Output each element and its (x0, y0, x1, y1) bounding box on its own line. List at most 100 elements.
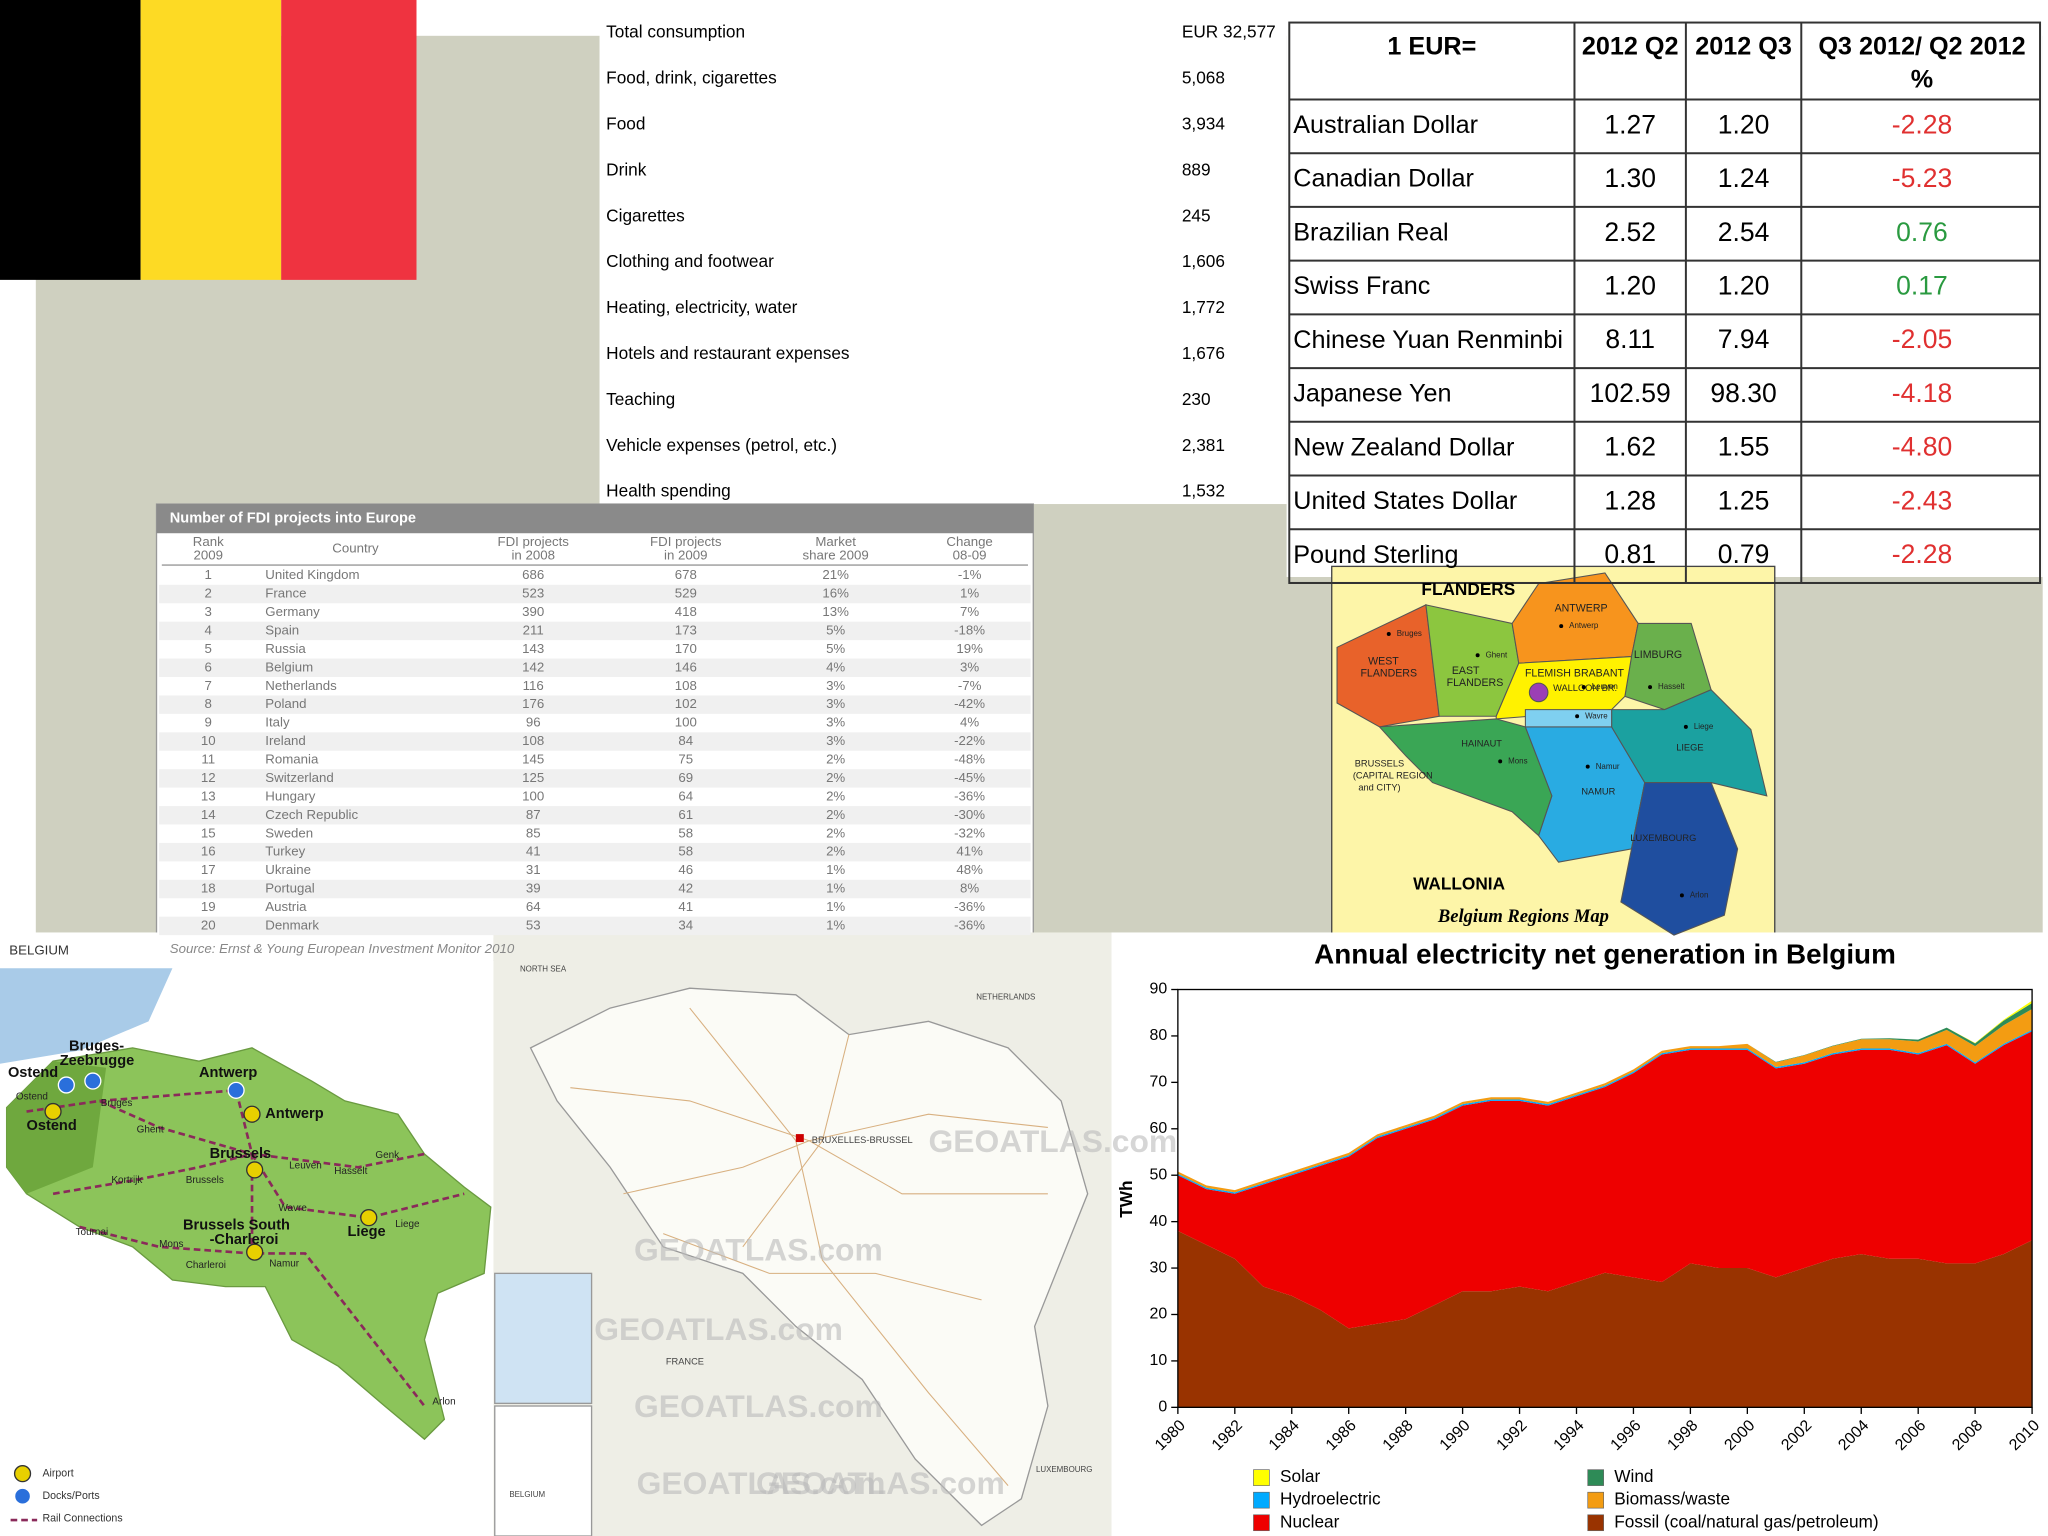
fdi-cell: 678 (675, 567, 697, 582)
fdi-cell: 143 (522, 641, 544, 656)
exchange-change: 0.17 (1896, 271, 1948, 301)
exchange-change: 0.76 (1896, 217, 1948, 247)
city-dot (1683, 724, 1688, 729)
exchange-q3: 1.25 (1718, 485, 1770, 515)
rail-label: Ostend (8, 1065, 58, 1081)
fdi-cell: Sweden (265, 825, 313, 840)
legend-swatch (1587, 1491, 1604, 1509)
y-tick-label: 0 (1158, 1399, 1167, 1416)
consumption-value: 1,676 (1182, 343, 1225, 363)
fdi-cell: -22% (954, 733, 985, 748)
fdi-cell: 18 (201, 881, 216, 896)
y-tick-label: 20 (1150, 1306, 1168, 1323)
rail-city: Liege (395, 1219, 420, 1230)
fdi-header: Country (332, 541, 379, 556)
fdi-cell: 108 (522, 733, 544, 748)
city-label: Leuven (1592, 682, 1618, 691)
fdi-cell: 64 (526, 899, 541, 914)
city-label: Wavre (1585, 711, 1608, 720)
rail-city: Namur (269, 1259, 300, 1270)
y-tick-label: 90 (1150, 981, 1168, 998)
fdi-cell: -36% (954, 917, 985, 932)
city-dot (1679, 893, 1684, 898)
fdi-cell: 10 (201, 733, 216, 748)
region-luxembourg (1620, 782, 1739, 936)
fdi-cell: 20 (201, 917, 216, 932)
exchange-q2: 0.81 (1604, 539, 1656, 569)
consumption-header-label: Total consumption (606, 22, 745, 42)
exchange-currency: Pound Sterling (1293, 541, 1458, 569)
fdi-source: Source: Ernst & Young European Investmen… (170, 941, 515, 956)
atlas-legend-box (494, 1405, 593, 1536)
fdi-cell: 176 (522, 696, 544, 711)
city-label: Ghent (1486, 650, 1508, 659)
fdi-cell: 170 (675, 641, 697, 656)
fdi-cell: 69 (678, 770, 693, 785)
fdi-cell: Poland (265, 696, 306, 711)
region-label: WALLONIA (1413, 873, 1505, 893)
fdi-cell: Italy (265, 715, 290, 730)
fdi-cell: 1% (826, 862, 845, 877)
exchange-currency: United States Dollar (1293, 487, 1517, 515)
fdi-header: FDI projects (650, 534, 722, 549)
consumption-value: 245 (1182, 205, 1211, 225)
rail-label: Bruges- (69, 1038, 124, 1054)
rail-line (52, 1152, 253, 1196)
atlas-label: NETHERLANDS (976, 993, 1035, 1002)
capital-marker (795, 1134, 804, 1143)
legend-airport-icon (13, 1465, 32, 1483)
rail-title: BELGIUM (9, 943, 69, 958)
exchange-change: -2.05 (1892, 324, 1952, 354)
city-dot (1386, 632, 1391, 637)
rail-label: Antwerp (199, 1065, 257, 1081)
fdi-cell: 390 (522, 604, 544, 619)
consumption-panel (599, 0, 1287, 505)
atlas-label: NORTH SEA (520, 965, 567, 974)
fdi-row-band (159, 732, 1031, 751)
exchange-q2: 1.30 (1604, 163, 1656, 193)
fdi-cell: 4 (205, 622, 212, 637)
y-tick-label: 10 (1150, 1352, 1168, 1369)
fdi-cell: 19% (956, 641, 983, 656)
exchange-q2: 2.52 (1604, 217, 1656, 247)
fdi-cell: 96 (526, 715, 541, 730)
rail-legend: Docks/Ports (42, 1490, 99, 1502)
fdi-cell: 87 (526, 807, 541, 822)
fdi-cell: 42 (678, 881, 693, 896)
legend-swatch (1253, 1469, 1270, 1486)
rail-legend: Airport (42, 1467, 73, 1479)
exchange-q3: 2.54 (1718, 217, 1770, 247)
fdi-header: Change (946, 534, 992, 549)
legend-label: Wind (1614, 1466, 1653, 1486)
rail-label: Brussels (210, 1146, 272, 1162)
fdi-row-band (159, 621, 1031, 641)
flag-yellow (140, 0, 282, 280)
fdi-cell: 102 (675, 696, 697, 711)
exchange-currency: Brazilian Real (1293, 218, 1448, 246)
rail-city: Tournai (76, 1227, 109, 1238)
legend-label: Fossil (coal/natural gas/petroleum) (1614, 1511, 1878, 1531)
rail-city: Ostend (16, 1092, 48, 1103)
fdi-cell: Belgium (265, 659, 313, 674)
fdi-header: Rank (193, 534, 224, 549)
legend-label: Nuclear (1280, 1511, 1340, 1531)
y-tick-label: 70 (1150, 1074, 1168, 1091)
atlas-watermark: GEOATLAS.com (594, 1311, 843, 1347)
flag-red (281, 0, 417, 280)
region-label: and CITY) (1358, 782, 1400, 792)
region-liege (1611, 689, 1768, 797)
plot-frame (1177, 988, 2033, 1408)
consumption-value: 889 (1182, 159, 1211, 179)
region-label: FLEMISH BRABANT (1525, 668, 1625, 680)
legend-swatch (1253, 1514, 1270, 1532)
fdi-cell: 8% (960, 881, 979, 896)
legend-port-icon (13, 1487, 32, 1505)
fdi-cell: 41 (678, 899, 693, 914)
fdi-cell: Czech Republic (265, 807, 358, 822)
exchange-currency: Swiss Franc (1293, 272, 1430, 300)
fdi-cell: -48% (954, 752, 985, 767)
exchange-q3: 1.24 (1718, 163, 1770, 193)
region-west-flanders (1336, 604, 1440, 728)
fdi-cell: 48% (956, 862, 983, 877)
fdi-cell: -7% (958, 678, 982, 693)
